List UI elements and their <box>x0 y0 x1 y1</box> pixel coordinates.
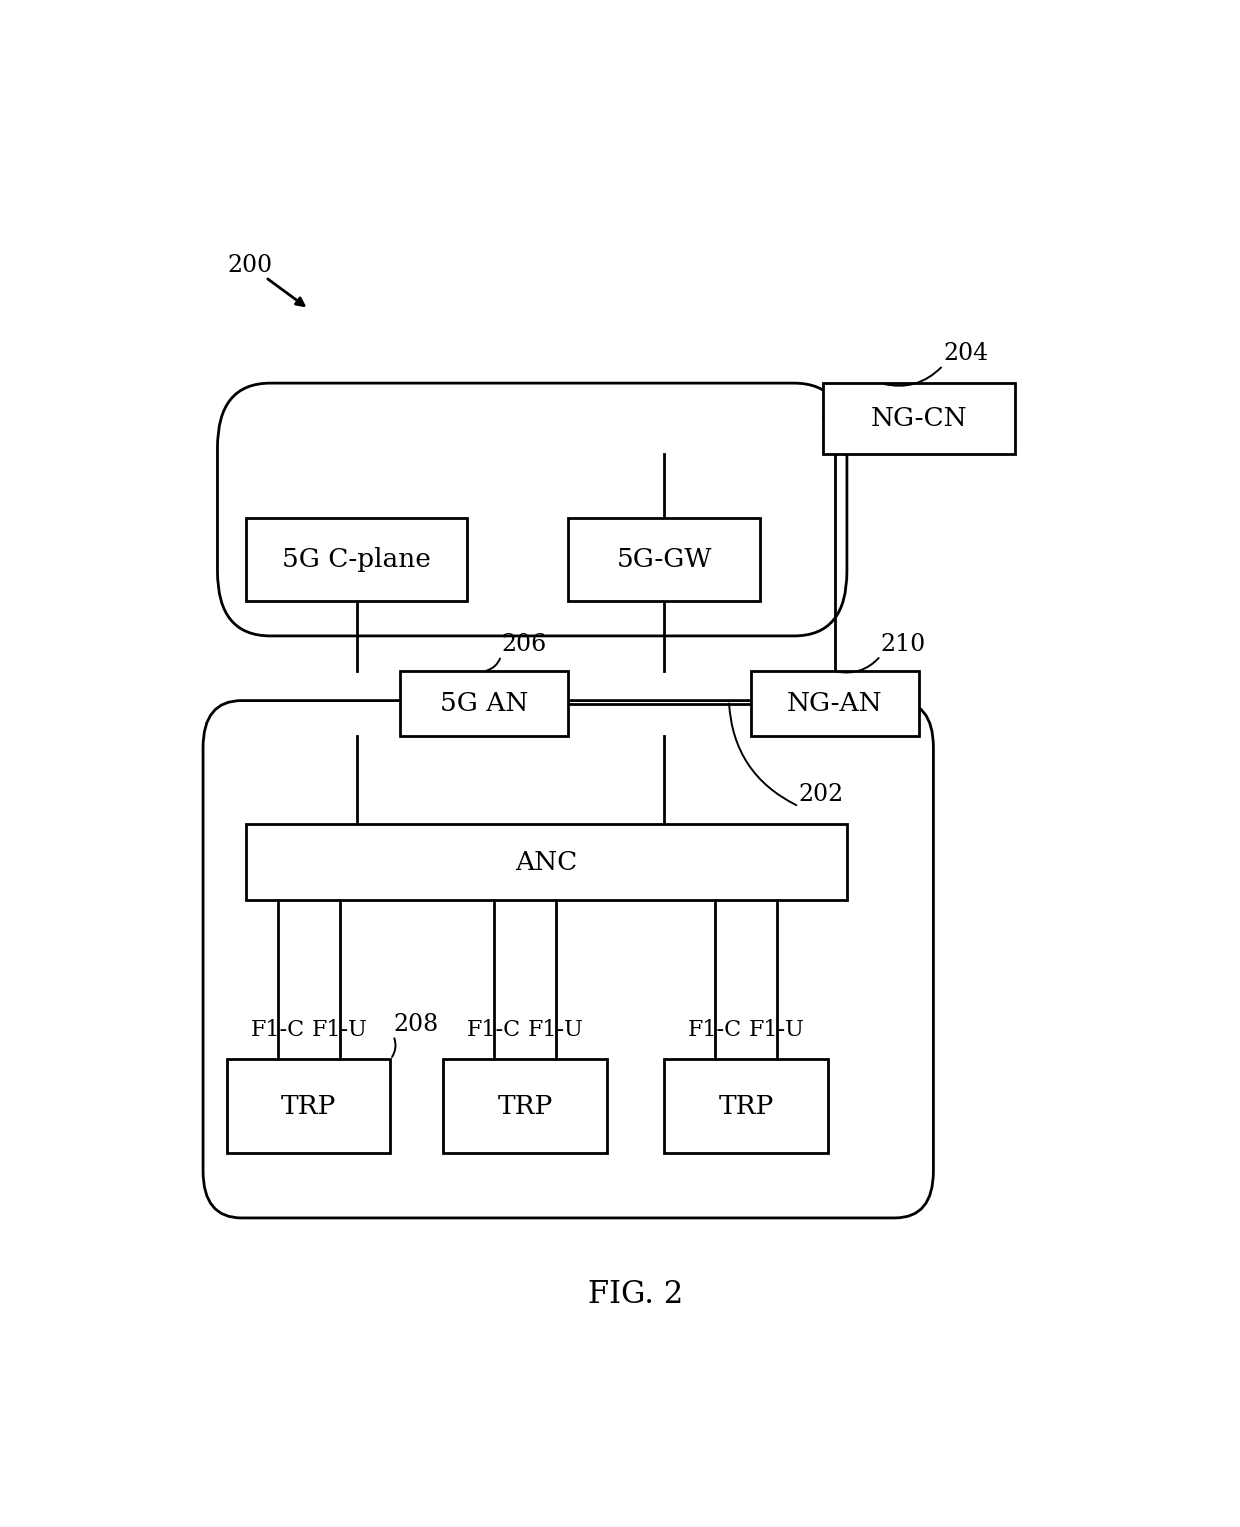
Text: 202: 202 <box>799 783 844 806</box>
Text: FIG. 2: FIG. 2 <box>588 1278 683 1310</box>
Text: TRP: TRP <box>497 1093 553 1119</box>
Text: F1-C: F1-C <box>467 1019 521 1041</box>
Text: 5G AN: 5G AN <box>440 692 528 716</box>
FancyBboxPatch shape <box>227 1060 391 1153</box>
FancyBboxPatch shape <box>751 672 919 736</box>
FancyBboxPatch shape <box>568 518 760 600</box>
FancyBboxPatch shape <box>401 672 568 736</box>
FancyBboxPatch shape <box>444 1060 606 1153</box>
Text: TRP: TRP <box>281 1093 336 1119</box>
FancyBboxPatch shape <box>823 383 1016 454</box>
Text: NG-CN: NG-CN <box>870 406 967 431</box>
Text: ANC: ANC <box>516 849 578 875</box>
Text: 206: 206 <box>501 632 546 657</box>
Text: F1-U: F1-U <box>311 1019 367 1041</box>
FancyBboxPatch shape <box>247 518 467 600</box>
Text: 204: 204 <box>942 342 988 365</box>
FancyBboxPatch shape <box>247 825 847 901</box>
Text: F1-U: F1-U <box>749 1019 805 1041</box>
Text: 5G C-plane: 5G C-plane <box>283 547 432 573</box>
Text: 200: 200 <box>227 253 273 276</box>
FancyBboxPatch shape <box>665 1060 828 1153</box>
Text: F1-U: F1-U <box>528 1019 584 1041</box>
Text: 5G-GW: 5G-GW <box>616 547 712 573</box>
Text: NG-AN: NG-AN <box>787 692 883 716</box>
Text: F1-C: F1-C <box>250 1019 305 1041</box>
Text: 208: 208 <box>393 1012 439 1035</box>
Text: F1-C: F1-C <box>688 1019 743 1041</box>
Text: TRP: TRP <box>718 1093 774 1119</box>
Text: 210: 210 <box>880 632 926 657</box>
